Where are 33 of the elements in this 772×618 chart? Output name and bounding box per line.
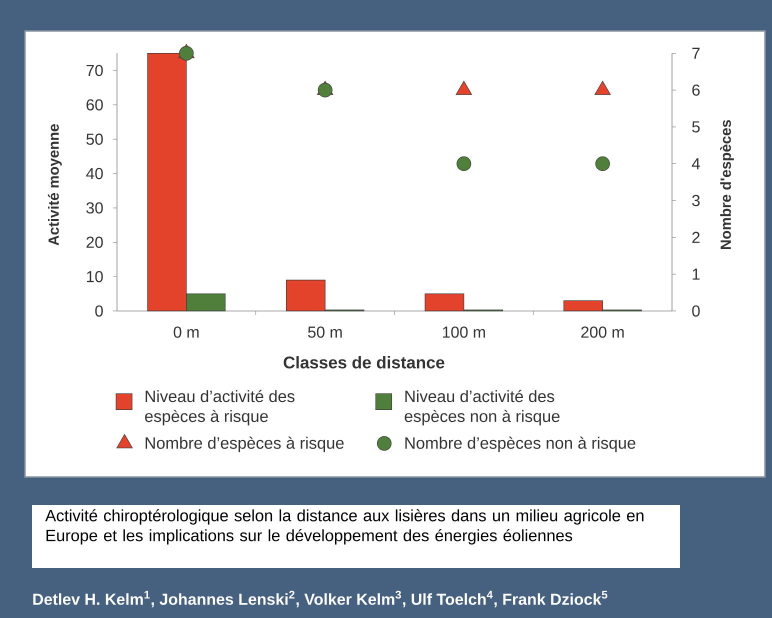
y2-tick-label: 0 [692,305,700,317]
legend-label: Niveau d’activité des espèces non à risque [404,390,560,426]
y2-tick-label: 4 [692,158,700,170]
y-tick-label: 50 [86,134,103,145]
x-tick-label: 50 m [308,326,342,338]
x-axis-title: Classes de distance [284,356,444,368]
y2-tick-label: 5 [692,121,700,132]
x-tick-label: 200 m [581,326,624,338]
y2-axis-title: Nombre d'espèces [720,120,734,249]
legend-label: Niveau d’activité des espèces à risque [145,390,294,426]
y-tick-label: 70 [86,64,103,76]
point [456,156,472,172]
text: Detlev H. Kelm$^{1}$, Johannes Lenski$^{2}$, Volker Kelm$^{3}$, Ulf Toelch$^{4}$, Frank Dziock$^{5}$ [33,590,608,608]
legend-label: Nombre d’espèces à risque [146,436,344,452]
point [318,82,332,98]
y-tick-label: 10 [86,270,103,282]
y2-tick-label: 7 [692,48,700,59]
point [595,156,610,172]
x-tick-label: 0 m [174,326,199,338]
x-tick-label: 100 m [442,326,485,338]
text: Activité chiroptérologique selon la distance aux lisières dans un milieu agricole en Europe et les implications sur le développement des énergies éoliennes [45,509,644,545]
y2-tick-label: 6 [692,84,700,96]
y2-tick-label: 3 [692,194,700,206]
y-tick-label: 20 [86,236,103,248]
y-tick-label: 30 [86,202,103,214]
y-axis-title: Activité moyenne [48,124,62,246]
y-tick-label: 0 [95,305,103,317]
y-tick-label: 40 [86,168,103,180]
y2-tick-label: 1 [692,268,700,280]
point [179,46,194,61]
y2-tick-label: 2 [692,232,700,243]
legend-label: Nombre d’espèces non à risque [405,436,636,452]
y-tick-label: 60 [86,99,103,110]
